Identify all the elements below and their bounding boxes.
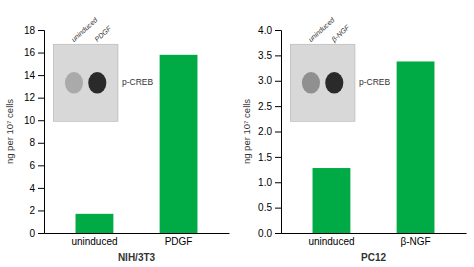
tick: β-NGF — [400, 236, 430, 247]
tick-mark — [275, 233, 281, 234]
tick: 0 — [29, 228, 44, 239]
panel: 0.0 0.5 1.0 1.5 2.0 2.5 3.0 3.5 4.0 uninduced β-NG… — [241, 15, 467, 263]
blot-inset: uninducedβ-NGFp-CREB — [290, 15, 390, 121]
tick-mark — [275, 182, 281, 183]
tick: 4 — [29, 183, 44, 194]
bar — [397, 61, 435, 233]
tick: 2.0 — [258, 126, 281, 137]
axis-line — [282, 233, 467, 234]
panel: 0 2 4 6 8 10 12 14 16 18 uninduced PDGF NIH/3T3 ng pe… — [4, 15, 230, 263]
tick: 2.5 — [258, 101, 281, 112]
x-axis: uninduced β-NGF — [282, 234, 467, 248]
x-axis-title: NIH/3T3 — [118, 252, 156, 263]
tick: 18 — [24, 25, 44, 36]
band-label: p-CREB — [122, 77, 154, 87]
tick-label: 6 — [29, 160, 35, 171]
band-label: p-CREB — [359, 77, 391, 87]
tick: uninduced — [71, 236, 117, 247]
y-axis: 0.0 0.5 1.0 1.5 2.0 2.5 3.0 3.5 4.0 — [258, 25, 281, 239]
tick-mark — [38, 143, 44, 144]
tick-label: 10 — [24, 115, 36, 126]
tick-mark — [275, 30, 281, 31]
tick-label: PDGF — [165, 236, 193, 247]
bars — [313, 61, 435, 233]
tick-mark — [38, 188, 44, 189]
blot-band — [302, 72, 320, 94]
tick-mark — [275, 106, 281, 107]
x-axis: uninduced PDGF — [45, 234, 230, 248]
tick-mark — [38, 98, 44, 99]
tick: 12 — [24, 92, 44, 103]
tick-label: 0.5 — [258, 202, 272, 213]
tick: 10 — [24, 115, 44, 126]
tick-label: 0.0 — [258, 228, 272, 239]
tick: 2 — [29, 205, 44, 216]
tick: 3.0 — [258, 75, 281, 86]
tick-mark — [38, 30, 44, 31]
tick-label: 8 — [29, 137, 35, 148]
tick-mark — [38, 53, 44, 54]
bar — [76, 214, 114, 233]
tick-label: 2 — [29, 205, 35, 216]
y-axis-title: ng per 10⁷ cells — [4, 99, 15, 164]
tick-mark — [38, 210, 44, 211]
tick: 8 — [29, 137, 44, 148]
tick: 1.5 — [258, 152, 281, 163]
tick: 1.0 — [258, 177, 281, 188]
tick-mark — [38, 75, 44, 76]
tick: uninduced — [308, 236, 354, 247]
tick-label: 4 — [29, 183, 35, 194]
tick-label: 2.0 — [258, 126, 272, 137]
tick: 0.5 — [258, 202, 281, 213]
axis-line — [275, 31, 282, 234]
bar — [160, 55, 198, 233]
tick-label: 3.0 — [258, 75, 272, 86]
tick-mark — [38, 120, 44, 121]
tick-label: β-NGF — [400, 236, 430, 247]
tick-label: 1.5 — [258, 152, 272, 163]
tick-label: 14 — [24, 70, 36, 81]
blot-frame — [290, 44, 355, 121]
tick: 4.0 — [258, 25, 281, 36]
blot-band — [88, 72, 106, 94]
tick-mark — [275, 157, 281, 158]
y-axis: 0 2 4 6 8 10 12 14 16 18 — [24, 25, 45, 239]
lane-label: PDGF — [93, 24, 113, 43]
blot-frame — [53, 44, 118, 121]
tick: 16 — [24, 47, 44, 58]
tick-mark — [275, 55, 281, 56]
bar — [313, 168, 351, 233]
tick-label: 2.5 — [258, 101, 272, 112]
tick-label: 16 — [24, 47, 36, 58]
tick-mark — [275, 208, 281, 209]
blot-band — [65, 72, 83, 94]
bars — [76, 55, 198, 233]
tick: 6 — [29, 160, 44, 171]
tick-mark — [275, 132, 281, 133]
tick-mark — [275, 81, 281, 82]
tick: 0.0 — [258, 228, 281, 239]
blot-band — [325, 72, 343, 94]
axis-line — [45, 233, 230, 234]
tick: 14 — [24, 70, 44, 81]
lane-label: β-NGF — [330, 23, 352, 44]
axis-line — [38, 31, 45, 234]
tick: 3.5 — [258, 50, 281, 61]
tick-label: uninduced — [71, 236, 117, 247]
tick-label: uninduced — [308, 236, 354, 247]
tick-label: 18 — [24, 25, 36, 36]
tick-label: 12 — [24, 92, 36, 103]
chart-canvas: 0 2 4 6 8 10 12 14 16 18 uninduced PDGF NIH/3T3 ng pe… — [0, 0, 474, 267]
tick-label: 0 — [29, 228, 35, 239]
x-axis-title: PC12 — [361, 252, 386, 263]
blot-inset: uninducedPDGFp-CREB — [53, 15, 153, 121]
tick-label: 1.0 — [258, 177, 272, 188]
tick-label: 3.5 — [258, 50, 272, 61]
tick: PDGF — [165, 236, 193, 247]
tick-label: 4.0 — [258, 25, 272, 36]
tick-mark — [38, 233, 44, 234]
y-axis-title: ng per 10⁷ cells — [241, 99, 252, 164]
tick-mark — [38, 165, 44, 166]
